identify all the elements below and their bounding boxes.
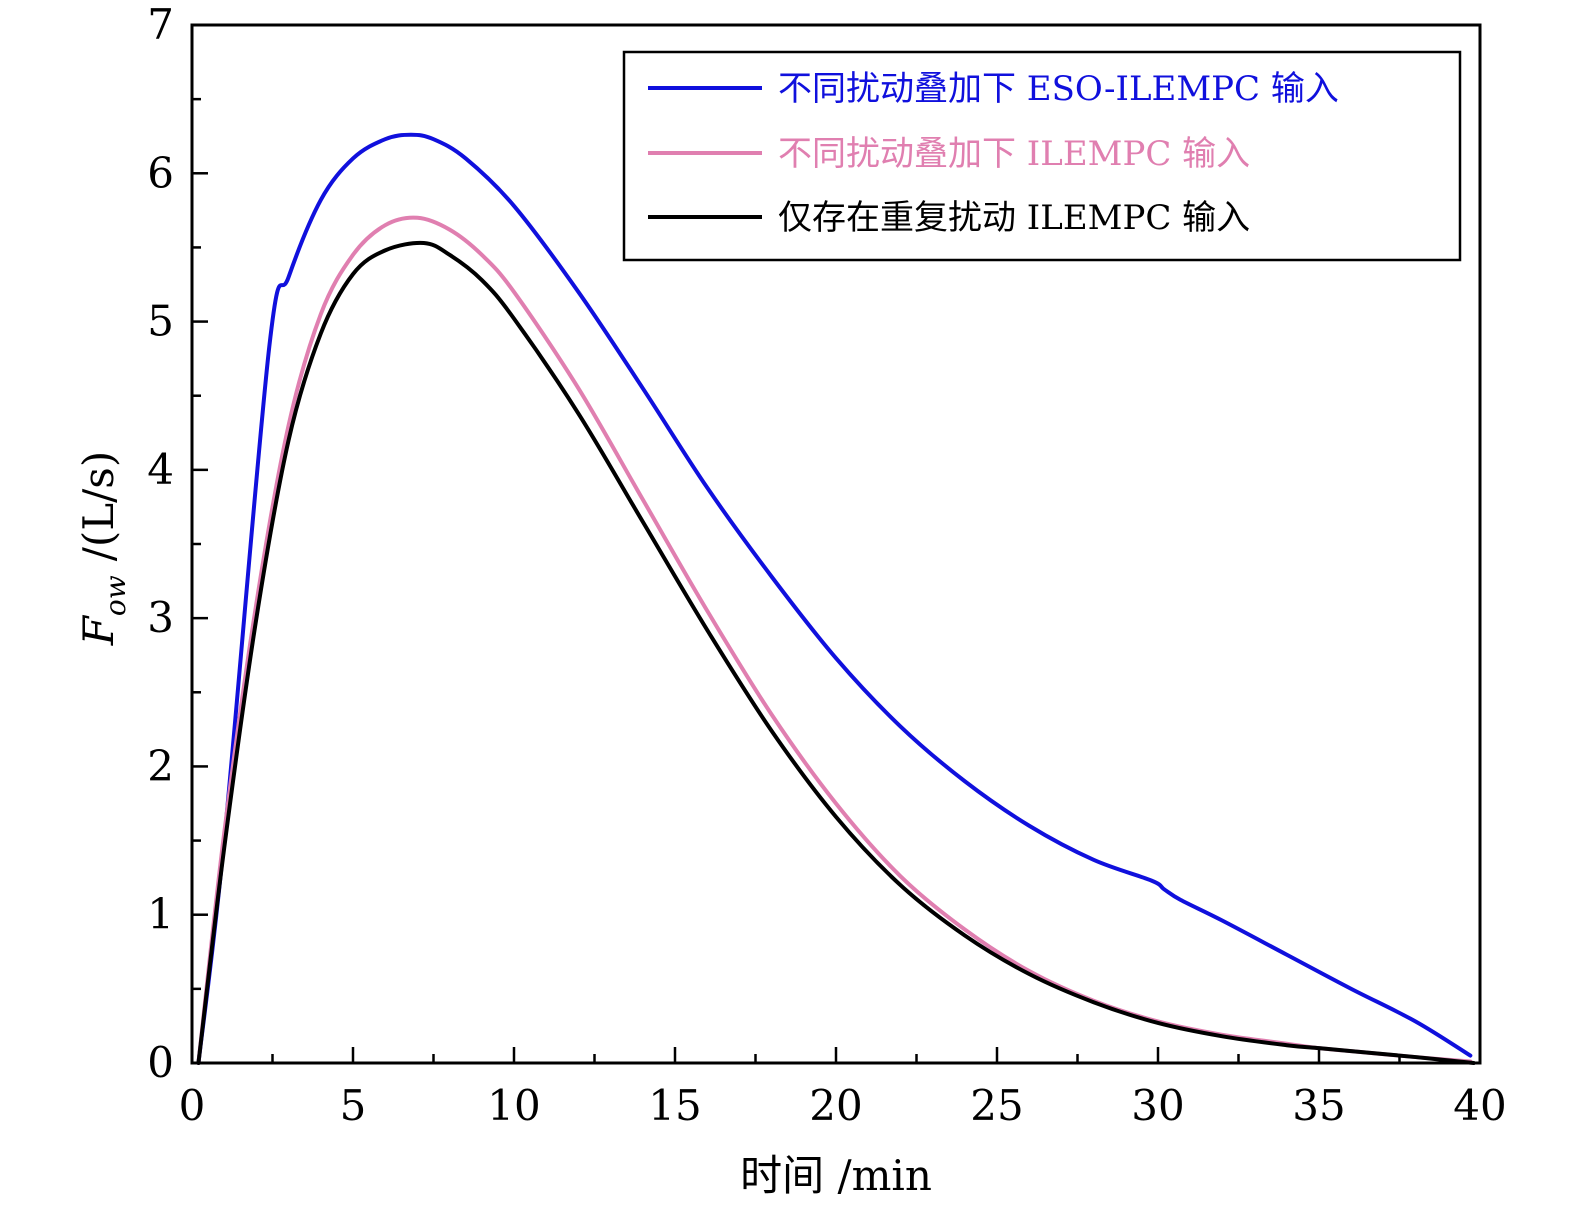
legend-label-ilempc: 不同扰动叠加下 ILEMPC 输入	[778, 134, 1250, 174]
ticks-layer: 0 5 10 15 20 25 30 35 40 0 1 2 3 4 5 6 7	[147, 0, 1506, 1130]
series-line-0	[196, 132, 1473, 1065]
y-tick-label: 4	[147, 445, 174, 494]
labels-layer: 时间 /min Fow /(L/s)	[74, 451, 932, 1200]
series-line-2	[196, 240, 1476, 1065]
x-tick-label: 30	[1131, 1081, 1184, 1130]
series-line-1	[196, 215, 1473, 1065]
legend-box	[622, 50, 1462, 262]
y-tick-label: 1	[147, 890, 174, 939]
y-axis-label-main: F	[74, 614, 123, 646]
y-axis-label-group: Fow /(L/s)	[74, 451, 132, 647]
y-tick-label: 0	[147, 1038, 174, 1087]
y-tick-label: 6	[147, 148, 174, 197]
x-tick-label: 40	[1453, 1081, 1506, 1130]
y-axis-label: Fow /(L/s)	[74, 451, 132, 647]
y-tick-label: 2	[147, 741, 174, 790]
y-axis-label-unit: /(L/s)	[74, 451, 123, 562]
x-tick-label: 5	[340, 1081, 367, 1130]
x-tick-label: 35	[1292, 1081, 1345, 1130]
legend-label-repeat-only: 仅存在重复扰动 ILEMPC 输入	[778, 198, 1250, 238]
x-tick-label: 25	[970, 1081, 1023, 1130]
y-axis-label-sub: ow	[99, 575, 132, 616]
y-tick-label: 7	[147, 0, 174, 49]
x-tick-label: 10	[487, 1081, 540, 1130]
x-tick-label: 15	[648, 1081, 701, 1130]
y-tick-label: 5	[147, 297, 174, 346]
series-layer	[196, 132, 1476, 1065]
x-axis-label: 时间 /min	[740, 1151, 932, 1200]
x-tick-label: 20	[809, 1081, 862, 1130]
y-tick-label: 3	[147, 593, 174, 642]
legend: 不同扰动叠加下 ESO-ILEMPC 输入 不同扰动叠加下 ILEMPC 输入 …	[622, 50, 1462, 262]
x-tick-label: 0	[179, 1081, 206, 1130]
legend-label-eso-ilempc: 不同扰动叠加下 ESO-ILEMPC 输入	[778, 69, 1339, 109]
